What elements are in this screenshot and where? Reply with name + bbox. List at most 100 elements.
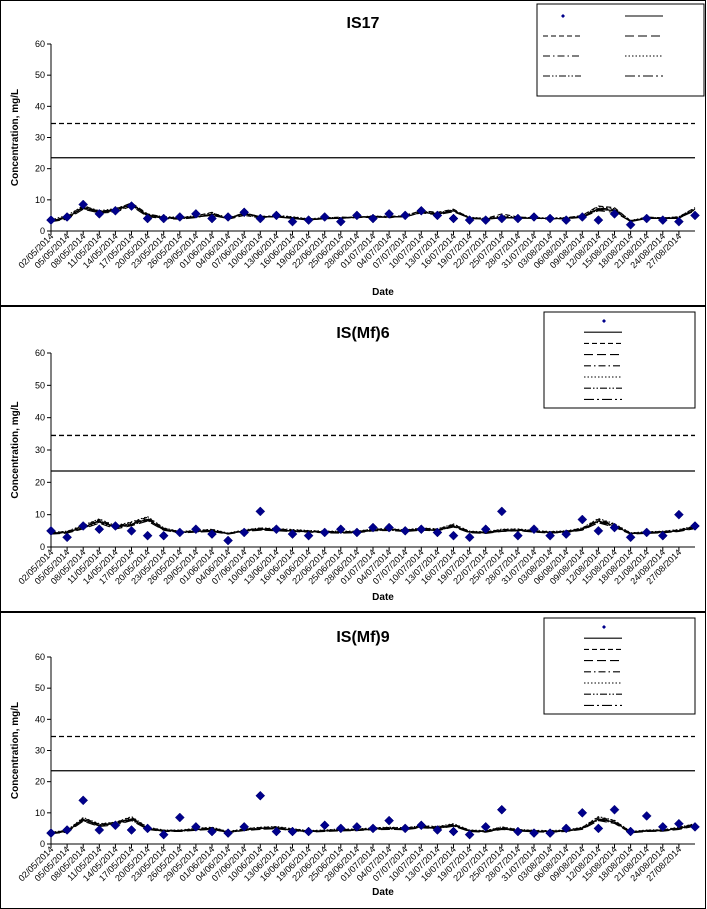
chart-title: IS17 [347, 15, 380, 32]
y-tick-label: 10 [35, 808, 45, 818]
y-tick-label: 20 [35, 777, 45, 787]
data-point-observed [352, 822, 362, 832]
data-point-observed [94, 209, 105, 219]
data-point-observed [174, 812, 185, 823]
data-point-observed [609, 804, 620, 815]
data-point-observed [674, 509, 684, 520]
data-point-observed [529, 212, 539, 222]
data-point-observed [126, 201, 137, 211]
data-point-observed [641, 811, 652, 821]
data-point-observed [448, 530, 459, 541]
data-point-observed [158, 530, 169, 541]
chart-panel-is17: IS17 Concentration, mg/L Date 0 10 20 30 40 50 60… [0, 0, 706, 306]
data-point-observed [625, 532, 636, 543]
data-point-observed [62, 212, 72, 222]
data-point-observed [142, 530, 153, 541]
y-axis-label: Concentration, mg/L [10, 401, 21, 498]
data-point-observed [593, 525, 604, 536]
data-point-observed [657, 215, 668, 225]
series-line-5 [50, 515, 696, 534]
y-tick-label: 30 [35, 746, 45, 756]
data-point-observed [94, 524, 105, 535]
data-point-observed [352, 527, 362, 538]
data-point-observed [271, 210, 282, 221]
data-point-observed [432, 527, 443, 538]
chart-title: IS(Mf)6 [336, 325, 389, 342]
data-point-observed [110, 820, 121, 831]
data-point-observed [319, 212, 330, 222]
data-point-observed [496, 213, 507, 224]
y-tick-label: 30 [35, 445, 45, 455]
data-point-observed [207, 529, 217, 539]
data-point-observed [545, 828, 555, 838]
data-point-observed [480, 822, 491, 832]
data-point-observed [625, 826, 636, 837]
data-point-observed [593, 215, 604, 225]
data-point-observed [239, 207, 250, 218]
data-point-observed [480, 524, 491, 535]
data-point-observed [207, 213, 217, 224]
data-point-observed [158, 829, 169, 840]
legend-box [543, 311, 696, 409]
data-point-observed [464, 215, 475, 225]
data-point-observed [641, 527, 652, 538]
data-point-observed [303, 826, 314, 837]
data-point-observed [400, 210, 411, 221]
data-point-observed [545, 530, 555, 541]
data-point-observed [513, 530, 523, 541]
data-point-observed [690, 822, 700, 832]
data-point-observed [223, 212, 233, 222]
data-point-observed [62, 532, 72, 543]
data-point-observed [529, 524, 539, 535]
data-point-observed [255, 213, 266, 224]
data-point-observed [126, 825, 137, 835]
data-point-observed [319, 527, 330, 538]
data-point-observed [110, 205, 121, 216]
x-axis-label: Date [372, 887, 394, 898]
y-tick-label: 10 [35, 195, 45, 205]
data-point-observed [561, 529, 572, 539]
x-axis-label: Date [372, 287, 394, 298]
data-point-observed [657, 822, 668, 832]
data-point-observed [496, 804, 507, 815]
y-tick-label: 50 [35, 380, 45, 390]
data-point-observed [690, 521, 700, 531]
data-point-observed [432, 210, 443, 221]
data-point-observed [384, 815, 394, 826]
data-point-observed [464, 829, 475, 840]
data-point-observed [545, 213, 555, 224]
data-point-observed [368, 823, 378, 834]
y-tick-label: 60 [35, 348, 45, 358]
data-point-observed [416, 820, 427, 831]
data-point-observed [110, 521, 121, 531]
data-point-observed [513, 826, 523, 837]
data-point-observed [271, 524, 282, 535]
data-point-observed [319, 820, 330, 831]
data-point-observed [271, 826, 282, 837]
data-point-observed [255, 506, 266, 517]
y-tick-label: 60 [35, 652, 45, 662]
y-tick-label: 20 [35, 164, 45, 174]
data-point-observed [513, 213, 523, 224]
y-tick-label: 30 [35, 133, 45, 143]
y-tick-label: 40 [35, 101, 45, 111]
data-point-observed [335, 524, 346, 535]
data-point-observed [78, 199, 89, 210]
data-point-observed [303, 215, 314, 225]
data-point-observed [464, 532, 475, 543]
data-point-observed [174, 212, 185, 222]
y-axis-label: Concentration, mg/L [10, 89, 21, 186]
data-point-observed [400, 823, 411, 834]
data-point-observed [287, 216, 298, 227]
series-line-6 [50, 204, 696, 222]
data-point-observed [335, 823, 346, 834]
data-point-observed [287, 529, 298, 539]
data-point-observed [255, 790, 266, 801]
data-point-observed [142, 823, 153, 834]
y-axis-label: Concentration, mg/L [10, 702, 21, 799]
data-point-observed [690, 210, 700, 221]
data-point-observed [239, 527, 250, 538]
data-point-observed [239, 822, 250, 832]
chart-panel-is-mf6: IS(Mf)6 Concentration, mg/L Date 0 10 20 30 40 5… [0, 306, 706, 612]
data-point-observed [158, 213, 169, 224]
